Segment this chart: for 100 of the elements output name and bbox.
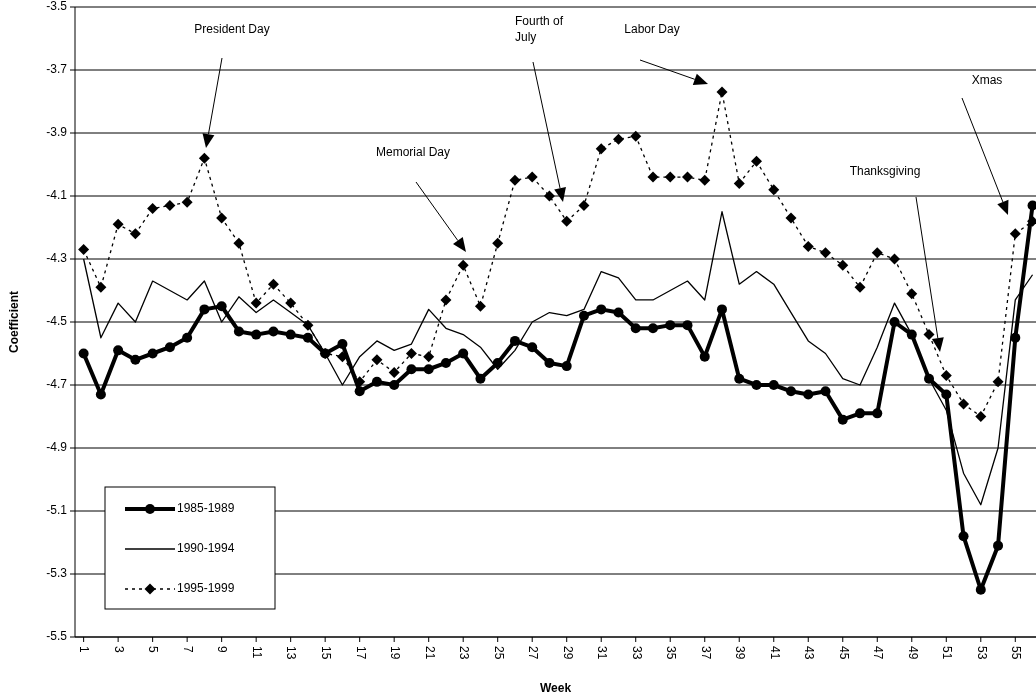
x-tick-label: 13 (284, 646, 299, 660)
point (164, 342, 175, 353)
point (302, 332, 313, 343)
point (871, 247, 883, 259)
x-tick-label: 47 (871, 646, 886, 660)
point (630, 323, 641, 334)
point (889, 317, 900, 327)
point (940, 370, 952, 382)
point (78, 244, 90, 256)
point (855, 408, 866, 419)
point (129, 228, 141, 240)
point (699, 174, 711, 186)
point (595, 143, 607, 155)
point (440, 357, 451, 368)
point (147, 203, 159, 215)
x-tick-label: 5 (146, 646, 161, 653)
point (285, 297, 297, 309)
x-tick-label: 3 (111, 646, 126, 653)
point (665, 320, 676, 331)
point (958, 398, 970, 410)
point (95, 389, 106, 400)
point (647, 323, 658, 334)
x-tick-label: 21 (422, 646, 437, 660)
point (802, 240, 814, 252)
point (527, 342, 538, 353)
point (975, 584, 986, 595)
point (1009, 228, 1021, 240)
point (768, 380, 779, 390)
point (182, 332, 193, 343)
point (906, 329, 917, 340)
x-tick-label: 1 (77, 646, 92, 653)
point (147, 348, 158, 359)
y-tick-label: -3.9 (46, 125, 68, 140)
x-tick-label: 15 (319, 646, 333, 660)
x-tick-label: 35 (664, 646, 679, 660)
point (354, 386, 365, 397)
point (751, 380, 762, 390)
point (647, 171, 659, 183)
point (734, 373, 745, 384)
point (164, 199, 176, 211)
point (250, 297, 262, 309)
x-tick-label: 33 (629, 646, 644, 660)
point (457, 259, 469, 271)
point (216, 301, 227, 312)
point (716, 86, 728, 98)
point (612, 133, 624, 145)
point (320, 348, 331, 359)
point (544, 357, 555, 368)
point (751, 155, 762, 167)
point (820, 247, 832, 259)
point (1027, 200, 1036, 211)
legend-label: 1995-1999 (177, 581, 235, 596)
point (475, 373, 486, 384)
point (803, 389, 814, 400)
point (578, 199, 590, 211)
point (216, 212, 228, 224)
annotation: Memorial Day (375, 145, 451, 160)
x-axis-title: Week (539, 681, 572, 695)
point (233, 326, 244, 337)
point (509, 174, 521, 186)
point (785, 212, 797, 224)
point (837, 259, 849, 271)
point (458, 348, 469, 359)
point (405, 348, 417, 359)
x-tick-label: 17 (353, 646, 368, 660)
x-tick-label: 39 (733, 646, 748, 660)
legend-label: 1985-1989 (177, 501, 235, 516)
point (181, 196, 193, 208)
point (716, 304, 727, 315)
point (130, 354, 141, 365)
point (872, 408, 883, 419)
point (199, 304, 210, 315)
x-tick-label: 55 (1009, 646, 1024, 660)
point (113, 345, 124, 356)
point (112, 218, 124, 230)
x-tick-label: 23 (457, 646, 472, 660)
x-tick-label: 19 (388, 646, 403, 660)
x-tick-label: 9 (215, 646, 230, 653)
point (267, 278, 279, 290)
x-tick-label: 53 (974, 646, 989, 660)
point (682, 320, 693, 331)
y-tick-label: -5.5 (46, 629, 68, 644)
point (509, 335, 520, 346)
point (664, 171, 676, 183)
point (820, 386, 831, 397)
x-tick-label: 49 (905, 646, 920, 660)
point (198, 152, 210, 164)
point (613, 307, 624, 318)
point (371, 354, 383, 366)
point (561, 361, 572, 372)
y-tick-label: -5.3 (46, 566, 68, 581)
point (371, 376, 382, 387)
point (440, 294, 452, 306)
point (492, 357, 503, 368)
y-tick-label: -5.1 (46, 503, 68, 518)
point (1010, 332, 1021, 343)
y-tick-label: -4.1 (46, 188, 68, 203)
x-tick-label: 43 (802, 646, 817, 660)
annotation: President Day (194, 22, 270, 37)
y-tick-label: -4.3 (46, 251, 68, 266)
